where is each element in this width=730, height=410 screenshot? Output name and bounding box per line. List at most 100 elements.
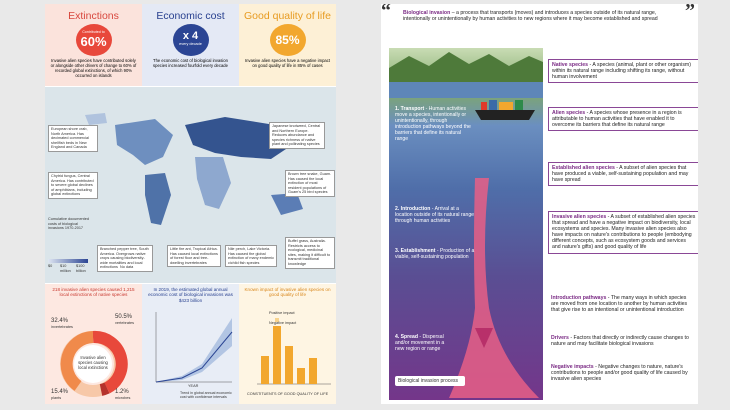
- world-map-area: European shore crab, North America. Has …: [45, 87, 336, 283]
- segment-plants-label: plants: [51, 396, 62, 400]
- segment-invertebrates-value: 32.4%: [51, 318, 69, 324]
- quality-xlabel: CONSTITUENTS OF GOOD QUALITY OF LIFE: [247, 392, 329, 396]
- segment-invertebrates-label: invertebrates: [51, 325, 73, 329]
- segment-vertebrates-label: vertebrates: [115, 321, 134, 325]
- infographic-panel: Extinctions Contributed to 60% Invasive …: [45, 4, 336, 404]
- term-negative-impacts: Negative impacts - Negative changes to n…: [551, 364, 693, 382]
- extinctions-circle-label: Contributed to: [82, 30, 105, 34]
- segment-microbes-value: 1.2%: [115, 389, 129, 395]
- invasion-arrow: [449, 178, 539, 398]
- quality-desc: Invasive alien species have a negative i…: [245, 58, 330, 68]
- step-transport-title: 1. Transport: [395, 106, 425, 112]
- definition-established: Established alien species - A subset of …: [548, 162, 698, 187]
- map-legend-tick-0: $0: [48, 264, 53, 268]
- step-introduction-title: 2. Introduction: [395, 206, 431, 212]
- quality-bar-chart: [257, 318, 331, 385]
- definition-alien: Alien species - A species whose presence…: [548, 107, 698, 132]
- definition-alien-title: Alien species: [552, 110, 586, 116]
- cost-title: In 2019, the estimated global annual eco…: [148, 287, 233, 303]
- quality-chart-title: Known impact of invasive alien species o…: [244, 287, 331, 298]
- donut-center: [74, 345, 112, 383]
- step-establishment-text: - Production of a viable, self-sustainin…: [395, 248, 475, 260]
- economic-circle: x 4 every decade: [172, 24, 209, 56]
- term-pathways-title: Introduction pathways: [551, 295, 607, 301]
- header-text: – a process that transports (moves) and …: [403, 10, 658, 23]
- step-introduction-text: - Arrival at a location outside of its n…: [395, 206, 475, 224]
- map-note-fire-ant: Little fire ant, Tropical Africa. Has ca…: [167, 245, 221, 268]
- cost-trend-section: In 2019, the estimated global annual eco…: [142, 284, 239, 404]
- segment-vertebrates-value: 50.5%: [115, 314, 133, 320]
- map-note-shore-crab: European shore crab, North America. Has …: [48, 125, 98, 152]
- definition-native: Native species - A species (animal, plan…: [548, 59, 698, 84]
- step-introduction: 2. Introduction - Arrival at a location …: [395, 206, 475, 224]
- term-negative-impacts-title: Negative impacts: [551, 364, 594, 370]
- map-note-pepper: Branched pepper tree, South America. Ove…: [97, 245, 153, 272]
- process-label-text: Biological invasion process: [398, 378, 459, 384]
- term-drivers-title: Drivers: [551, 335, 569, 341]
- definition-alien-text: - A species whose presence in a region i…: [552, 110, 682, 129]
- map-note-knotweed: Japanese knotweed, Central and Northern …: [269, 122, 325, 149]
- process-label: Biological invasion process: [395, 376, 465, 386]
- world-map: [85, 113, 303, 225]
- term-drivers-text: - Factors that directly or indirectly ca…: [551, 335, 689, 348]
- donut-center-label: Invasive alien species causing local ext…: [78, 355, 108, 370]
- quality-header: Good quality of life 85% Invasive alien …: [239, 4, 336, 86]
- quality-bar-section: Known impact of invasive alien species o…: [239, 284, 336, 404]
- step-spread-text: - Dispersal and/or movement in a new reg…: [395, 334, 445, 352]
- definition-invasive-title: Invasive alien species: [552, 214, 607, 220]
- quality-pos-label: Positive impact: [269, 311, 295, 315]
- map-legend-nodata: No data: [120, 265, 134, 269]
- open-quote-icon: “: [381, 4, 391, 22]
- step-establishment-title: 3. Establishment: [395, 248, 436, 254]
- quality-neg-label: Negative impact: [269, 321, 297, 325]
- economic-header: Economic cost x 4 every decade The econo…: [142, 4, 239, 86]
- terrain-silhouette: [389, 52, 543, 98]
- map-legend-tick-2: $100 billion: [76, 264, 86, 273]
- header-title: Biological invasion: [403, 10, 451, 16]
- term-pathways: Introduction pathways - The many ways in…: [551, 295, 693, 313]
- definition-invasive: Invasive alien species - A subset of est…: [548, 211, 698, 254]
- map-legend-title: Cumulative documented costs of biologica…: [48, 217, 89, 231]
- step-transport-text: - Human activities move a species, inten…: [395, 106, 471, 142]
- segment-microbes-label: microbes: [115, 396, 131, 400]
- economic-value: x 4: [182, 30, 199, 42]
- economic-desc: The economic cost of biological invasion…: [153, 58, 228, 68]
- close-quote-icon: ”: [685, 4, 695, 22]
- term-drivers: Drivers - Factors that directly or indir…: [551, 335, 693, 347]
- step-establishment: 3. Establishment - Production of a viabl…: [395, 248, 475, 260]
- definition-native-title: Native species: [552, 62, 589, 68]
- segment-plants-value: 15.4%: [51, 389, 69, 395]
- map-legend-bar: [48, 259, 88, 263]
- quality-value: 85%: [275, 33, 300, 47]
- map-note-nile-perch: Nile perch, Lake Victoria. Has caused th…: [225, 245, 277, 268]
- cargo-ship-icon: [475, 100, 535, 120]
- extinctions-circle: Contributed to 60%: [75, 24, 112, 56]
- term-negative-impacts-text: - Negative changes to nature, nature's c…: [551, 364, 688, 383]
- map-legend-tick-1: $10 million: [60, 264, 71, 273]
- quality-title: Good quality of life: [244, 10, 331, 22]
- extinctions-header: Extinctions Contributed to 60% Invasive …: [45, 4, 142, 86]
- economic-circle-label: every decade: [179, 42, 202, 46]
- step-spread-title: 4. Spread: [395, 334, 418, 340]
- definition-invasive-text: - A subset of established alien species …: [552, 214, 696, 251]
- definition-established-title: Established alien species: [552, 165, 615, 171]
- map-note-buffel: Buffel grass, Australia. Restricts acces…: [285, 237, 335, 269]
- cost-trend-chart: [155, 312, 233, 383]
- step-transport: 1. Transport - Human activities move a s…: [395, 106, 471, 142]
- extinctions-desc: Invasive alien species have contributed …: [50, 58, 137, 78]
- donut-title: 218 invasive alien species caused 1,215 …: [52, 287, 135, 298]
- extinction-donut-section: 218 invasive alien species caused 1,215 …: [45, 284, 142, 404]
- step-spread: 4. Spread - Dispersal and/or movement in…: [395, 334, 455, 352]
- economic-title: Economic cost: [156, 10, 225, 22]
- definition-native-text: - A species (animal, plant or other orga…: [552, 62, 691, 81]
- term-pathways-text: - The many ways in which species are mov…: [551, 295, 688, 314]
- extinctions-value: 60%: [80, 34, 107, 49]
- diagram-panel: “ ” Biological invasion – a process that…: [381, 4, 698, 404]
- process-illustration: 1. Transport - Human activities move a s…: [389, 48, 543, 400]
- cost-legend: Trend in global annual economic cost wit…: [180, 391, 232, 400]
- map-note-tree-snake: Brown tree snake, Guam. Has caused the l…: [285, 170, 335, 197]
- extinctions-title: Extinctions: [68, 10, 119, 22]
- map-note-chytrid: Chytrid fungus, Central America. Has con…: [48, 172, 98, 199]
- extinction-donut: [60, 330, 128, 397]
- quality-circle: 85%: [269, 24, 306, 56]
